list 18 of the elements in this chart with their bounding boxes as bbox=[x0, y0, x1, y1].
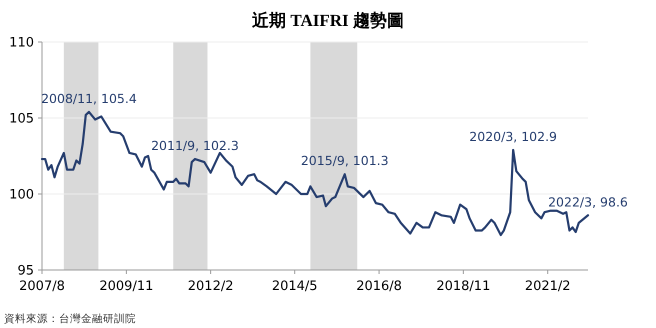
annotation: 2015/9, 101.3 bbox=[300, 153, 389, 168]
chart-title: 近期 TAIFRI 趨勢圖 bbox=[251, 11, 404, 30]
y-tick-label: 95 bbox=[17, 264, 34, 279]
annotation: 2020/3, 102.9 bbox=[469, 128, 558, 144]
source-note: 資料來源：台灣金融研訓院 bbox=[4, 312, 136, 325]
x-tick-label: 2018/11 bbox=[436, 279, 490, 294]
x-tick-label: 2014/5 bbox=[272, 279, 318, 294]
annotation: 2008/11, 105.4 bbox=[41, 90, 137, 106]
x-tick-label: 2012/2 bbox=[188, 279, 234, 294]
x-tick-label: 2009/11 bbox=[99, 279, 154, 294]
x-tick-label: 2016/8 bbox=[356, 279, 402, 294]
y-tick-label: 105 bbox=[9, 112, 34, 127]
y-tick-label: 100 bbox=[9, 188, 34, 203]
annotation: 2022/3, 98.6 bbox=[548, 194, 628, 210]
annotation: 2011/9, 102.3 bbox=[151, 138, 239, 154]
x-tick-label: 2021/2 bbox=[524, 279, 571, 294]
y-tick-label: 110 bbox=[9, 36, 34, 51]
x-tick-label: 2007/8 bbox=[19, 279, 65, 294]
